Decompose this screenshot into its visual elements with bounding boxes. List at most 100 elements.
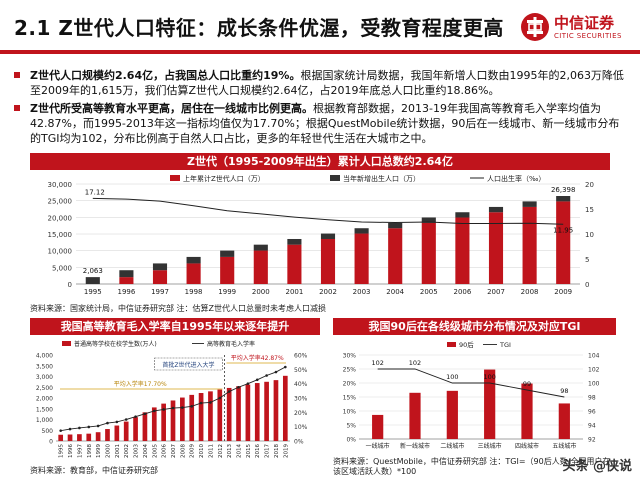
x-tick-label: 2000 xyxy=(252,288,270,296)
bar-students xyxy=(161,403,166,441)
y2-tick-label: 98 xyxy=(588,395,596,402)
y2-tick-label: 104 xyxy=(588,353,600,360)
y2-tick-label: 20% xyxy=(294,410,308,417)
bar-students xyxy=(189,394,195,441)
x-tick-label: 1998 xyxy=(185,288,203,296)
page-title: 2.1 Z世代人口特征：成长条件优渥，受教育程度更高 xyxy=(14,16,504,40)
y-tick-label: 30% xyxy=(343,353,357,360)
rate-point xyxy=(115,420,119,424)
y-tick-label: 0 xyxy=(49,439,53,446)
x-tick-label: 一线城市 xyxy=(366,442,390,450)
y-tick-label: 10% xyxy=(343,409,357,416)
x-tick-label: 二线城市 xyxy=(440,442,464,450)
legend-label: 上年累计Z世代人口（万） xyxy=(183,174,265,183)
bar-students xyxy=(254,383,260,441)
bar-students xyxy=(198,393,204,441)
rate-point xyxy=(134,415,137,418)
x-tick-label: 1995 xyxy=(84,288,102,296)
chart2-banner: 我国高等教育毛入学率自1995年以来逐年提升 xyxy=(30,318,320,335)
annotation: 平均入学率17.70% xyxy=(114,380,167,388)
x-tick-label: 2003 xyxy=(134,444,140,458)
x-tick-label: 2007 xyxy=(171,444,177,458)
rate-point xyxy=(181,406,184,409)
bar-students xyxy=(236,386,241,441)
x-tick-label: 1995 xyxy=(59,444,65,458)
bar-cumulative xyxy=(186,263,201,284)
bar-post90-share xyxy=(484,369,496,439)
chart2-source: 资料来源：教育部，中信证券研究部 xyxy=(30,466,158,475)
data-label: 17.12 xyxy=(85,188,105,196)
x-tick-label: 2013 xyxy=(227,444,233,458)
rate-point xyxy=(171,406,175,410)
x-tick-label: 2015 xyxy=(246,444,252,458)
bar-new-births xyxy=(220,250,235,257)
bar-cumulative xyxy=(253,250,268,284)
bar-students xyxy=(208,391,213,441)
chart1-banner: Z世代（1995-2009年出生）累计人口总数约2.64亿 xyxy=(30,153,610,170)
rate-point xyxy=(237,385,240,389)
bar-cumulative xyxy=(152,270,168,284)
y2-tick-label: 0 xyxy=(585,281,589,289)
rate-point xyxy=(218,396,222,400)
bar-students xyxy=(95,432,101,441)
tgi-data-label: 98 xyxy=(560,387,568,395)
x-tick-label: 2005 xyxy=(152,444,158,458)
bar-students xyxy=(114,425,120,441)
x-tick-label: 1999 xyxy=(218,288,236,296)
y2-tick-label: 96 xyxy=(588,409,596,416)
data-label: 26,398 xyxy=(551,186,576,194)
legend-label: 当年新增出生人口（万） xyxy=(343,174,420,183)
legend-swatch xyxy=(62,341,71,346)
bar-students xyxy=(105,429,110,441)
x-tick-label: 2007 xyxy=(487,288,505,296)
y2-tick-label: 100 xyxy=(588,381,600,388)
y-tick-label: 15,000 xyxy=(48,231,73,239)
x-tick-label: 三线城市 xyxy=(478,442,502,450)
y2-tick-label: 5 xyxy=(585,256,589,264)
bar-cumulative xyxy=(119,277,134,284)
x-tick-label: 2005 xyxy=(420,288,438,296)
city-tier-chart: 0% 5% 10% 15% 20% 25% 30% 92 94 96 98 100 102 104 一线城市… xyxy=(343,340,600,450)
x-tick-label: 四线城市 xyxy=(515,442,539,450)
bar-cumulative xyxy=(388,228,403,284)
y-tick-label: 5,000 xyxy=(52,264,72,272)
bullet-lead: Z世代所受高等教育水平更高，居住在一线城市比例更高。 xyxy=(30,102,313,115)
bar-cumulative xyxy=(556,201,571,284)
rate-point xyxy=(124,418,128,421)
bar-cumulative xyxy=(421,222,436,284)
rate-point xyxy=(96,424,100,428)
title-divider xyxy=(0,50,640,54)
bar-students xyxy=(151,407,157,441)
rate-point xyxy=(87,425,91,429)
x-tick-label: 1996 xyxy=(117,288,135,296)
bar-new-births xyxy=(186,256,201,264)
legend-label: 90后 xyxy=(459,340,474,349)
y-tick-label: 2,000 xyxy=(36,396,53,403)
y-tick-label: 0% xyxy=(346,437,356,444)
bar-students xyxy=(58,434,64,441)
legend-swatch xyxy=(447,342,456,347)
bar-students xyxy=(133,417,138,441)
legend-swatch xyxy=(170,175,180,181)
chart3-banner: 我国90后在各线级城市分布情况及对应TGI xyxy=(333,318,616,335)
legend-label: 高等教育毛入学率 xyxy=(207,340,255,348)
x-tick-label: 2009 xyxy=(190,444,196,458)
rate-point xyxy=(152,409,156,413)
legend-label: TGI xyxy=(499,341,511,349)
x-tick-label: 2006 xyxy=(453,288,471,296)
bar-post90-share xyxy=(521,383,533,439)
bar-new-births xyxy=(119,270,134,278)
legend-label: 人口出生率（‰） xyxy=(487,174,545,183)
x-tick-label: 1999 xyxy=(96,444,102,458)
bar-students xyxy=(142,412,148,441)
bar-cumulative xyxy=(522,206,537,284)
rate-point xyxy=(59,429,62,432)
bar-new-births xyxy=(388,222,403,229)
bar-new-births xyxy=(152,263,168,271)
y-tick-label: 2,500 xyxy=(36,385,53,392)
bar-post90-share xyxy=(372,414,384,439)
y-tick-label: 3,500 xyxy=(36,363,53,370)
bar-cumulative xyxy=(287,244,302,284)
y-tick-label: 10,000 xyxy=(48,248,73,256)
annotation-box xyxy=(154,357,223,371)
